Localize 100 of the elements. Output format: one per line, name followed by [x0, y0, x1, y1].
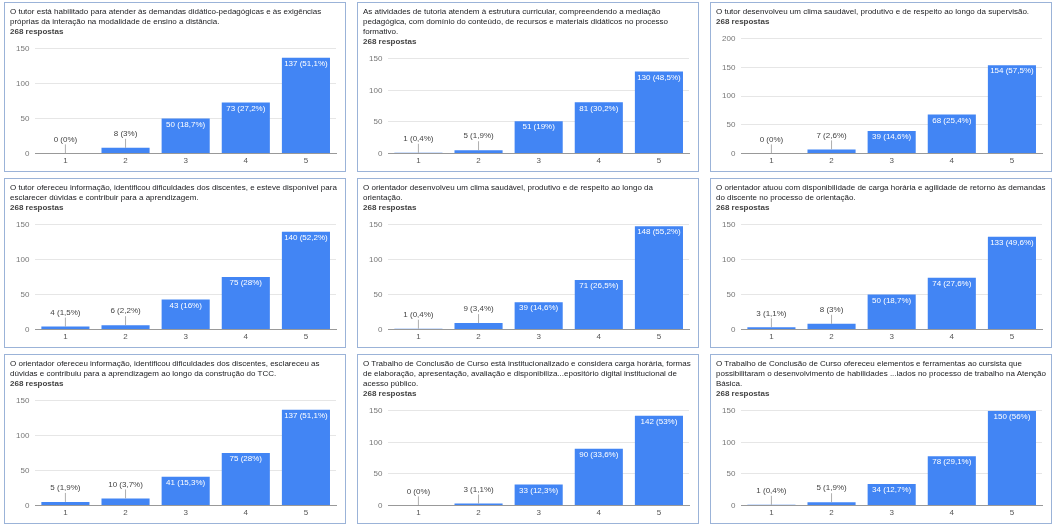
x-tick-label: 5	[303, 332, 309, 342]
data-label: 75 (28%)	[229, 454, 263, 464]
y-tick-label: 50	[726, 469, 736, 479]
bar	[574, 279, 623, 329]
chart-title: O tutor desenvolveu um clima saudável, produtivo e de respeito ao longo da supervisão.	[716, 7, 1031, 17]
y-tick-label: 0	[730, 500, 736, 510]
x-tick-label: 3	[183, 332, 189, 342]
bar	[574, 448, 623, 505]
y-tick-label: 0	[377, 148, 383, 158]
data-label: 137 (51,1%)	[284, 59, 329, 69]
x-tick-label: 4	[243, 332, 249, 342]
x-tick-label: 1	[769, 156, 775, 166]
data-label: 140 (52,2%)	[284, 232, 329, 242]
y-tick-label: 100	[368, 85, 383, 95]
bar	[221, 453, 270, 505]
chart-title: O Trabalho de Conclusão de Curso ofereceu elementos e ferramentas ao cursista que possibilitaram o desenvolvimento de habilidades ...iados no processo de trabalho na Atenção Básica.	[716, 359, 1046, 389]
y-tick-label: 150	[15, 220, 30, 229]
bar	[281, 231, 330, 329]
data-label: 78 (29,1%)	[932, 457, 972, 467]
chart-subtitle: 268 respostas	[716, 389, 771, 399]
x-tick-label: 4	[949, 332, 955, 342]
bar	[807, 323, 856, 329]
y-tick-label: 200	[721, 34, 736, 43]
chart-subtitle: 268 respostas	[10, 203, 65, 213]
x-tick-label: 5	[303, 156, 309, 166]
y-tick-label: 50	[373, 117, 383, 127]
chart-subtitle: 268 respostas	[363, 37, 418, 47]
x-tick-label: 1	[63, 156, 69, 166]
x-tick-label: 4	[949, 508, 955, 518]
chart-title: O tutor ofereceu informação, identificou dificuldades dos discentes, e esteve disponível para esclarecer dúvidas e contribuir para a aprendizagem.	[10, 183, 338, 203]
data-label: 8 (3%)	[113, 129, 138, 139]
data-label: 5 (1,9%)	[50, 483, 81, 493]
data-label: 0 (0%)	[759, 134, 784, 144]
data-label: 90 (33,6%)	[579, 449, 619, 459]
chart-title: As atividades de tutoria atendem à estrutura curricular, compreendendo a mediação pedagógica, com domínio do conteúdo, de recursos e materiais didáticos no processo formativo.	[363, 7, 670, 37]
data-label: 71 (26,5%)	[579, 281, 619, 291]
data-label: 154 (57,5%)	[990, 66, 1035, 76]
x-tick-label: 3	[536, 508, 542, 518]
chart-subtitle: 268 respostas	[716, 17, 771, 27]
data-label: 68 (25,4%)	[932, 115, 972, 125]
x-tick-label: 5	[1009, 508, 1015, 518]
y-tick-label: 0	[24, 324, 30, 334]
data-label: 73 (27,2%)	[226, 103, 266, 113]
x-tick-label: 1	[416, 156, 422, 166]
x-tick-label: 2	[476, 156, 482, 166]
data-label: 75 (28%)	[229, 278, 263, 288]
bar	[454, 323, 503, 329]
x-tick-label: 5	[1009, 156, 1015, 166]
bar	[221, 102, 270, 153]
x-tick-label: 2	[123, 332, 129, 342]
data-label: 148 (55,2%)	[637, 227, 682, 237]
y-tick-label: 50	[373, 469, 383, 479]
bar	[281, 57, 330, 153]
x-tick-label: 3	[889, 508, 895, 518]
bar	[454, 150, 503, 153]
bar	[161, 299, 210, 329]
x-tick-label: 2	[123, 508, 129, 518]
y-tick-label: 100	[368, 254, 383, 264]
y-tick-label: 0	[730, 324, 736, 334]
y-tick-label: 100	[15, 78, 30, 88]
data-label: 34 (12,7%)	[872, 485, 912, 495]
data-label: 4 (1,5%)	[50, 307, 81, 317]
bar	[927, 456, 976, 505]
bar	[514, 121, 563, 153]
bar	[867, 294, 916, 329]
data-label: 3 (1,1%)	[756, 308, 787, 318]
y-tick-label: 100	[15, 254, 30, 264]
y-tick-label: 0	[24, 148, 30, 158]
chart-subtitle: 268 respostas	[363, 389, 418, 399]
x-tick-label: 4	[243, 156, 249, 166]
x-tick-label: 1	[63, 332, 69, 342]
x-tick-label: 1	[769, 332, 775, 342]
x-tick-label: 5	[303, 508, 309, 518]
x-tick-label: 5	[1009, 332, 1015, 342]
bar	[634, 71, 683, 153]
x-tick-label: 3	[889, 332, 895, 342]
y-tick-label: 150	[368, 220, 383, 229]
bar	[927, 277, 976, 329]
data-label: 5 (1,9%)	[816, 483, 847, 493]
data-label: 1 (0,4%)	[403, 309, 434, 319]
y-tick-label: 100	[368, 437, 383, 447]
data-label: 50 (18,7%)	[166, 119, 206, 129]
y-tick-label: 150	[15, 44, 30, 53]
data-label: 150 (56%)	[993, 412, 1031, 421]
x-tick-label: 2	[829, 156, 835, 166]
bar	[634, 415, 683, 505]
data-label: 50 (18,7%)	[872, 295, 912, 305]
x-tick-label: 3	[183, 156, 189, 166]
bar	[281, 409, 330, 505]
data-label: 0 (0%)	[406, 486, 431, 496]
data-label: 5 (1,9%)	[463, 131, 494, 141]
y-tick-label: 150	[15, 396, 30, 405]
x-tick-label: 2	[829, 508, 835, 518]
x-tick-label: 3	[536, 332, 542, 342]
y-tick-label: 0	[730, 148, 736, 158]
data-label: 51 (19%)	[522, 122, 556, 132]
y-tick-label: 50	[726, 289, 736, 299]
chart-title: O orientador ofereceu informação, identificou dificuldades dos discentes, esclareceu as dúvidas e contribuiu para a aprendizagem ao longo da construção do TCC.	[10, 359, 321, 379]
y-tick-label: 0	[24, 500, 30, 510]
data-label: 133 (49,6%)	[990, 237, 1035, 247]
